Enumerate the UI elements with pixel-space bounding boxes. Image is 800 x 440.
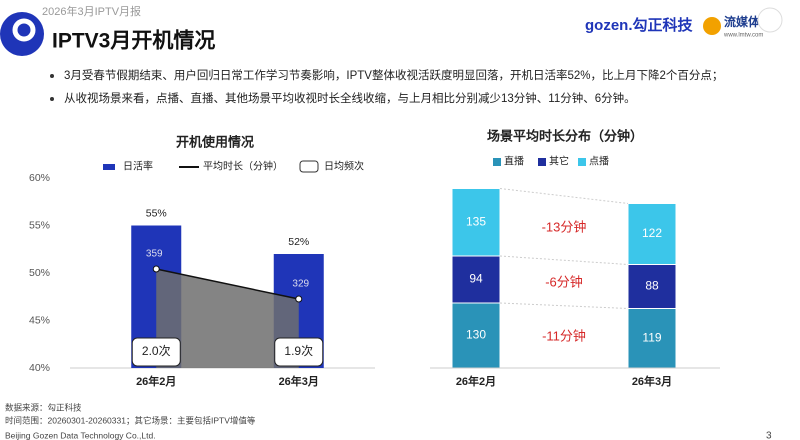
bar-segment <box>627 308 677 369</box>
frequency-label: 2.0次 <box>142 344 171 358</box>
y-tick-label: 50% <box>29 267 50 279</box>
x-tick-label: 26年2月 <box>136 374 176 388</box>
legend-swatch <box>493 158 501 166</box>
logo2-url: www.lmtw.com <box>723 33 763 39</box>
line-value-label: 359 <box>146 249 163 260</box>
bullet: 3月受春节假期结束、用户回归日常工作学习节奏影响，IPTV整体收视活跃度明显回落… <box>64 68 723 82</box>
chart-title: 开机使用情况 <box>176 134 254 149</box>
bar-segment <box>627 264 677 309</box>
difference-label: -11分钟 <box>542 328 586 343</box>
x-tick-label: 26年3月 <box>279 374 319 388</box>
y-tick-label: 55% <box>29 219 50 231</box>
chart-title: 场景平均时长分布（分钟） <box>487 128 643 143</box>
connector <box>499 255 629 265</box>
segment-label: 94 <box>469 272 483 286</box>
logo-mark <box>12 18 36 42</box>
bullet-dot <box>50 97 54 101</box>
segment-label: 119 <box>642 330 661 344</box>
page-title: IPTV3月开机情况 <box>52 29 215 53</box>
line-point <box>295 295 303 303</box>
segment-label: 130 <box>466 328 486 342</box>
legend-swatch <box>103 164 115 170</box>
y-tick-label: 45% <box>29 314 50 326</box>
bar-value-label: 52% <box>288 236 309 248</box>
bar-segment <box>451 188 501 257</box>
footer-range: 时间范围：20260301-20260331；其它场景：主要包括IPTV增值等 <box>5 415 256 425</box>
legend-label: 直播 <box>504 155 524 168</box>
line-point <box>152 265 160 273</box>
legend-swatch <box>578 158 586 166</box>
bullet: 从收视场景来看，点播、直播、其他场景平均收视时长全线收缩，与上月相比分别减少13… <box>64 91 636 105</box>
legend-label: 其它 <box>549 155 569 168</box>
x-tick-label: 26年3月 <box>632 374 672 388</box>
logo-circle <box>0 12 44 56</box>
bar-segment <box>451 255 501 304</box>
segment-label: 122 <box>642 226 662 240</box>
footer-company: Beijing Gozen Data Technology Co.,Ltd. <box>5 430 156 440</box>
frequency-label: 1.9次 <box>284 344 313 358</box>
report-label: 2026年3月IPTV月报 <box>42 4 141 18</box>
segment-label: 135 <box>466 214 486 228</box>
x-tick-label: 26年2月 <box>456 374 496 388</box>
legend-label: 点播 <box>589 155 609 168</box>
logo2-icon <box>703 17 721 35</box>
line <box>156 268 299 300</box>
line-value-label: 329 <box>292 279 309 290</box>
frequency-box <box>274 337 324 367</box>
line-area <box>156 269 299 368</box>
page-number: 3 <box>766 431 772 440</box>
legend-swatch <box>299 160 319 173</box>
legend-label: 日均频次 <box>324 160 364 173</box>
share-icon <box>757 7 783 33</box>
y-tick-label: 60% <box>29 172 50 184</box>
logo-text: gozen.勾正科技 <box>585 16 693 34</box>
legend-label: 日活率 <box>123 160 153 173</box>
bar-value-label: 55% <box>146 207 167 219</box>
segment-label: 88 <box>645 279 659 293</box>
footer-source: 数据来源：勾正科技 <box>5 402 82 412</box>
difference-label: -13分钟 <box>542 220 587 235</box>
difference-label: -6分钟 <box>545 274 583 289</box>
connector <box>499 188 629 204</box>
frequency-box <box>131 337 181 367</box>
connector <box>499 302 629 309</box>
bar-segment <box>627 203 677 265</box>
y-tick-label: 40% <box>29 362 50 374</box>
bullet-dot <box>50 74 54 78</box>
legend-swatch <box>538 158 546 166</box>
legend-label: 平均时长（分钟） <box>203 160 283 173</box>
